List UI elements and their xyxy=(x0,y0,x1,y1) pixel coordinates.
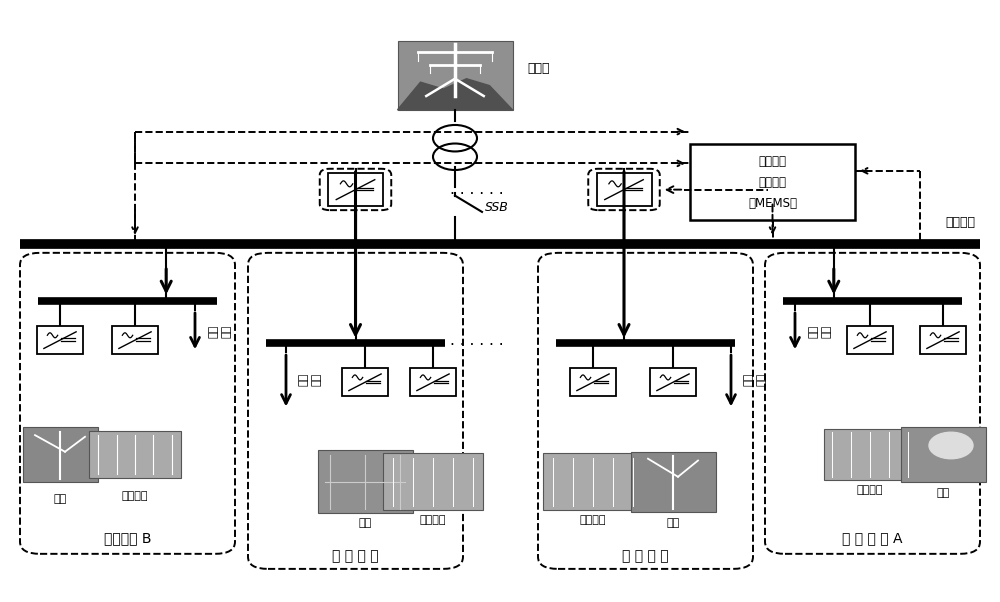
Bar xyxy=(631,452,716,512)
Text: 储能装置: 储能装置 xyxy=(420,515,446,525)
Text: 直流
负荷: 直流 负荷 xyxy=(744,373,766,386)
Text: 光伏: 光伏 xyxy=(936,488,950,498)
Text: 微网能量
管理系统
（MEMS）: 微网能量 管理系统 （MEMS） xyxy=(748,155,797,209)
Bar xyxy=(342,368,388,396)
Text: 交流
负荷: 交流 负荷 xyxy=(209,324,231,338)
Text: 光伏: 光伏 xyxy=(358,518,372,528)
Text: 风机: 风机 xyxy=(666,518,680,528)
Text: 配电网: 配电网 xyxy=(528,62,550,75)
Bar xyxy=(570,368,616,396)
Text: 交 流 微 网 A: 交 流 微 网 A xyxy=(842,531,903,545)
Text: 直流
负荷: 直流 负荷 xyxy=(299,373,321,386)
Bar xyxy=(596,173,652,206)
Text: 储能装置: 储能装置 xyxy=(122,491,148,501)
Bar xyxy=(543,453,643,510)
Text: 储能装置: 储能装置 xyxy=(580,515,606,525)
Text: 储能装置: 储能装置 xyxy=(857,485,883,495)
Text: 交流母线: 交流母线 xyxy=(945,216,975,229)
Bar xyxy=(112,326,158,354)
Bar xyxy=(847,326,893,354)
Text: . . . . . .: . . . . . . xyxy=(450,333,504,347)
Bar xyxy=(690,144,855,220)
Bar xyxy=(901,427,986,482)
Text: 交流微网 B: 交流微网 B xyxy=(104,531,151,545)
Text: 直 流 微 网: 直 流 微 网 xyxy=(622,549,669,563)
Bar xyxy=(37,326,83,354)
Bar xyxy=(328,173,383,206)
Bar xyxy=(824,429,916,480)
Text: 风机: 风机 xyxy=(53,494,67,504)
Bar xyxy=(650,368,696,396)
Bar xyxy=(383,453,483,510)
Text: 交流
负荷: 交流 负荷 xyxy=(809,324,831,338)
Bar xyxy=(22,427,98,482)
Bar xyxy=(318,450,413,513)
Text: 直 流 微 网: 直 流 微 网 xyxy=(332,549,379,563)
Text: SSB: SSB xyxy=(485,201,509,214)
Bar xyxy=(89,431,181,478)
Circle shape xyxy=(929,432,973,459)
Bar xyxy=(398,41,512,110)
Polygon shape xyxy=(398,79,513,110)
Bar xyxy=(920,326,966,354)
Bar xyxy=(410,368,456,396)
Text: . . . . . .: . . . . . . xyxy=(450,182,504,197)
